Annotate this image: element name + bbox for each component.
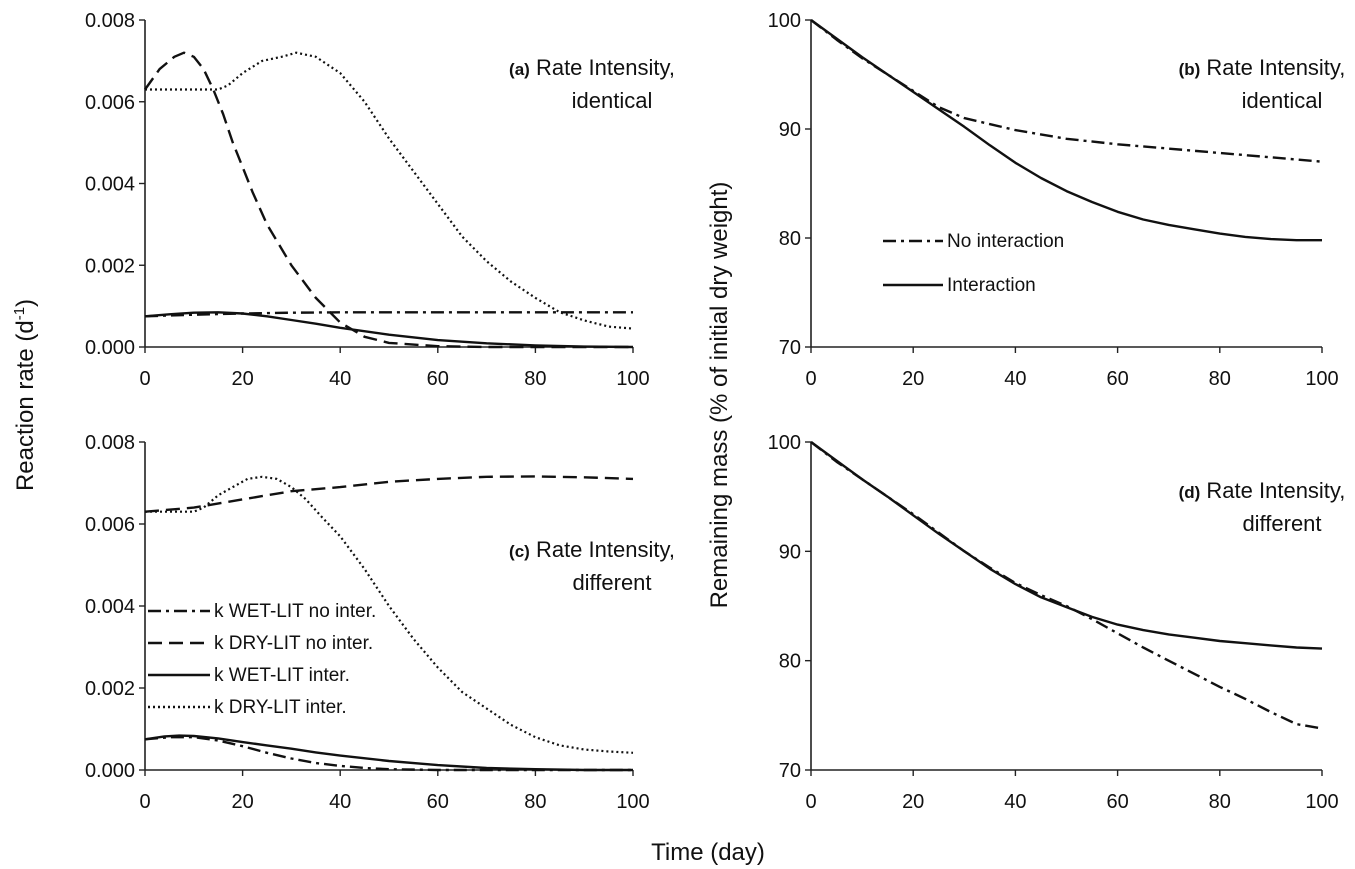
legend-label: No interaction [947,231,1064,252]
x-tick-label: 80 [524,791,546,813]
y-tick-label: 70 [779,760,801,782]
x-tick-label: 80 [1209,368,1231,390]
legend-label: Interaction [947,275,1036,296]
x-tick-label: 100 [616,368,649,390]
y-tick-label: 0.004 [85,596,135,618]
panel-tag: (a) [509,60,530,79]
series-line-dotted [145,51,634,330]
annotation-line-2: identical [572,88,653,113]
panel-annotation: (d) Rate Intensity, [1179,478,1346,503]
x-tick-label: 40 [329,791,351,813]
y-tick-label: 0.006 [85,92,135,114]
legend-label: k DRY-LIT inter. [214,697,347,718]
y-tick-label: 100 [768,432,801,454]
annotation-line-1: Rate Intensity, [1200,55,1345,80]
y-tick-label: 0.008 [85,432,135,454]
x-axis-label: Time (day) [651,839,765,866]
x-tick-label: 20 [902,791,924,813]
panel-c: 0 20 40 60 80 100 0.000 0.002 0.004 0.006 0.008 (c)… [85,432,675,813]
y-tick-label: 0.000 [85,760,135,782]
panel-a: 0 20 40 60 80 100 0.000 0.002 0.004 0.006 0.008 (a)… [85,10,675,390]
series-line-dotted [145,475,634,754]
annotation-line-2: different [1242,511,1321,536]
panel-b: 0 20 40 60 80 100 70 80 90 100 (b) Rate Intensity,… [768,10,1346,390]
series-line-solid [144,734,633,772]
left-y-axis-label: Reaction rate (d-1) [11,299,39,491]
x-tick-label: 60 [427,368,449,390]
series-line-solid [144,311,634,349]
annotation-line-1: Rate Intensity, [1200,478,1345,503]
y-tick-label: 80 [779,228,801,250]
y-tick-label: 0.008 [85,10,135,32]
y-tick-label: 0.006 [85,514,135,536]
x-tick-label: 0 [805,368,816,390]
series-line-solid [810,441,1323,650]
panel-d: 0 20 40 60 80 100 70 80 90 100 (d) Rate Intensity,… [768,432,1346,813]
x-tick-label: 0 [139,791,150,813]
x-tick-label: 20 [231,368,253,390]
panel-annotation: (a) Rate Intensity, [509,55,675,80]
x-tick-label: 100 [616,791,649,813]
legend-label: k DRY-LIT no inter. [214,633,373,654]
series-line-dashed [144,51,633,349]
series-line-dashed [144,475,634,513]
series-line-dashdot [144,736,633,772]
x-tick-label: 100 [1305,791,1338,813]
x-tick-label: 0 [805,791,816,813]
series-line-solid [810,19,1322,242]
x-tick-label: 20 [902,368,924,390]
x-tick-label: 60 [1106,791,1128,813]
legend-label: k WET-LIT no inter. [214,601,376,622]
panel-tag: (d) [1179,483,1201,502]
panel-tag: (c) [509,542,530,561]
x-tick-label: 60 [427,791,449,813]
series-line-dashdot [144,311,633,318]
x-tick-label: 80 [1209,791,1231,813]
y-tick-label: 0.004 [85,174,135,196]
x-tick-label: 40 [1004,368,1026,390]
annotation-line-1: Rate Intensity, [530,537,675,562]
y-tick-label: 0.000 [85,337,135,359]
panel-tag: (b) [1179,60,1201,79]
y-tick-label: 100 [768,10,801,32]
right-y-axis-label: Remaining mass (% of initial dry weight) [706,182,733,609]
y-tick-label: 80 [779,651,801,673]
x-tick-label: 20 [231,791,253,813]
x-tick-label: 60 [1106,368,1128,390]
y-tick-label: 70 [779,337,801,359]
series-line-dashdot [810,19,1323,163]
annotation-line-2: different [572,570,651,595]
x-tick-label: 40 [1004,791,1026,813]
panel-annotation: (b) Rate Intensity, [1179,55,1346,80]
panel-annotation: (c) Rate Intensity, [509,537,675,562]
y-tick-label: 90 [779,541,801,563]
x-tick-label: 100 [1305,368,1338,390]
y-tick-label: 90 [779,119,801,141]
x-tick-label: 80 [524,368,546,390]
x-tick-label: 40 [329,368,351,390]
annotation-line-1: Rate Intensity, [530,55,675,80]
x-tick-label: 0 [139,368,150,390]
y-tick-label: 0.002 [85,255,135,277]
legend-label: k WET-LIT inter. [214,665,350,686]
y-tick-label: 0.002 [85,678,135,700]
annotation-line-2: identical [1242,88,1323,113]
